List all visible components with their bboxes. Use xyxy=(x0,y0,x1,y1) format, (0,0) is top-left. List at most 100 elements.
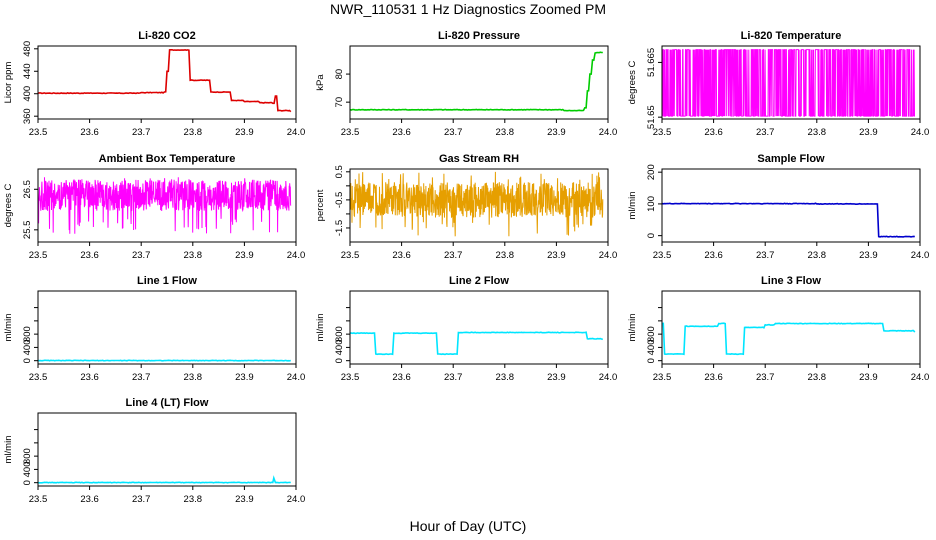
plot-frame xyxy=(661,290,921,365)
y-tick-label: 51.665 xyxy=(646,48,657,77)
panels: Li-820 CO2 Licor ppm 23.5 23.6 23.7 23.8 23.9 2… xyxy=(3,30,929,505)
x-tick-label: 23.9 xyxy=(235,127,254,138)
y-tick-label: 440 xyxy=(22,63,33,79)
y-tick-label: 0.5 xyxy=(334,165,345,178)
x-tick-label: 24.0 xyxy=(599,250,618,261)
plot-frame xyxy=(37,290,297,365)
x-tick-label: 23.9 xyxy=(859,127,878,138)
x-tick-label: 23.6 xyxy=(80,372,99,383)
data-area xyxy=(38,177,292,234)
y-tick-label: 80 xyxy=(334,69,345,80)
y-tick-label: -1.5 xyxy=(334,220,345,236)
panel-5: Gas Stream RH percent 23.5 23.6 23.7 23.8 23.9… xyxy=(315,153,617,261)
x-tick-label: 23.6 xyxy=(80,250,99,261)
y-axis-label: degrees C xyxy=(3,183,14,227)
panel-10: Line 4 (LT) Flow ml/min 23.5 23.6 23.7 23.8 23… xyxy=(3,397,305,505)
y-tick-label: 480 xyxy=(22,41,33,57)
data-area xyxy=(350,51,603,112)
y-tick-label: 400 xyxy=(334,339,345,355)
x-tick-label: 23.5 xyxy=(341,250,360,261)
x-tick-label: 23.7 xyxy=(132,372,151,383)
series-line-1 xyxy=(662,322,916,356)
y-tick-label: -0.5 xyxy=(334,192,345,208)
y-tick-label: 70 xyxy=(334,97,345,108)
x-tick-label: 23.9 xyxy=(547,372,566,383)
x-tick-label: 23.8 xyxy=(808,127,827,138)
x-tick-label: 23.5 xyxy=(29,494,48,505)
x-tick-label: 23.5 xyxy=(341,372,360,383)
x-tick-label: 23.8 xyxy=(496,372,515,383)
panel-2: Li-820 Pressure kPa 23.5 23.6 23.7 23.8 23.9 24… xyxy=(315,30,617,138)
plot-frame xyxy=(37,45,297,120)
y-axis-label: ml/min xyxy=(3,436,14,464)
y-tick-label: 400 xyxy=(22,461,33,477)
x-tick-label: 23.6 xyxy=(704,250,723,261)
series-line-1 xyxy=(350,331,604,356)
x-tick-label: 23.7 xyxy=(132,127,151,138)
y-tick-label: 200 xyxy=(646,164,657,180)
y-tick-label: 100 xyxy=(646,196,657,212)
data-area xyxy=(38,475,291,484)
y-axis-label: degrees C xyxy=(627,60,638,104)
x-tick-label: 23.7 xyxy=(132,250,151,261)
y-axis-label: ml/min xyxy=(315,314,326,342)
y-axis-label: Licor ppm xyxy=(3,62,14,104)
panel-4: Ambient Box Temperature degrees C 23.5 23.6… xyxy=(3,153,305,261)
y-axis-label: percent xyxy=(315,189,326,221)
x-tick-label: 23.6 xyxy=(392,127,411,138)
plot-frame xyxy=(37,412,297,487)
data-area xyxy=(662,49,915,117)
y-tick-label: 400 xyxy=(646,339,657,355)
series-line-1 xyxy=(38,475,291,484)
x-tick-label: 23.8 xyxy=(184,250,203,261)
figure-xlabel: Hour of Day (UTC) xyxy=(410,518,527,534)
x-tick-label: 23.6 xyxy=(392,250,411,261)
x-tick-label: 24.0 xyxy=(287,372,306,383)
series-line-1 xyxy=(38,359,291,362)
data-area xyxy=(350,331,604,356)
y-tick-label: 360 xyxy=(22,108,33,124)
x-tick-label: 23.5 xyxy=(29,250,48,261)
x-tick-label: 23.6 xyxy=(392,372,411,383)
data-area xyxy=(38,48,292,113)
x-tick-label: 23.5 xyxy=(341,127,360,138)
x-tick-label: 23.6 xyxy=(704,127,723,138)
data-area xyxy=(662,322,916,356)
series-line-1 xyxy=(662,49,915,117)
panel-title: Li-820 Temperature xyxy=(741,30,842,42)
x-tick-label: 23.6 xyxy=(80,494,99,505)
y-axis-label: ml/min xyxy=(3,314,14,342)
x-tick-label: 23.8 xyxy=(184,372,203,383)
panel-title: Line 2 Flow xyxy=(449,275,509,287)
x-tick-label: 24.0 xyxy=(287,127,306,138)
panel-title: Line 1 Flow xyxy=(137,275,197,287)
series-line-1 xyxy=(350,51,603,112)
x-tick-label: 23.9 xyxy=(547,250,566,261)
x-tick-label: 23.6 xyxy=(80,127,99,138)
x-tick-label: 24.0 xyxy=(287,250,306,261)
panel-7: Line 1 Flow ml/min 23.5 23.6 23.7 23.8 23.9 24.… xyxy=(3,275,305,383)
plot-frame xyxy=(349,168,609,243)
panel-title: Sample Flow xyxy=(757,153,825,165)
x-tick-label: 23.9 xyxy=(235,494,254,505)
y-tick-label: 400 xyxy=(22,86,33,102)
series-line-1 xyxy=(38,177,292,234)
y-tick-label: 800 xyxy=(646,326,657,342)
plot-frame xyxy=(661,168,921,243)
x-tick-label: 23.5 xyxy=(29,372,48,383)
x-tick-label: 23.9 xyxy=(235,372,254,383)
x-tick-label: 23.9 xyxy=(859,372,878,383)
y-tick-label: 800 xyxy=(334,326,345,342)
x-tick-label: 23.5 xyxy=(653,250,672,261)
x-tick-label: 23.6 xyxy=(704,372,723,383)
panel-title: Line 4 (LT) Flow xyxy=(126,397,209,409)
panel-9: Line 3 Flow ml/min 23.5 23.6 23.7 23.8 23.9 24.… xyxy=(627,275,929,383)
x-tick-label: 23.8 xyxy=(496,250,515,261)
y-tick-label: 51.65 xyxy=(646,105,657,129)
x-tick-label: 23.9 xyxy=(547,127,566,138)
panel-8: Line 2 Flow ml/min 23.5 23.6 23.7 23.8 23.9 24.… xyxy=(315,275,617,383)
panel-1: Li-820 CO2 Licor ppm 23.5 23.6 23.7 23.8 23.9 2… xyxy=(3,30,305,138)
y-tick-label: 0 xyxy=(22,480,33,485)
panel-3: Li-820 Temperature degrees C 23.5 23.6 23.7 2… xyxy=(627,30,929,138)
